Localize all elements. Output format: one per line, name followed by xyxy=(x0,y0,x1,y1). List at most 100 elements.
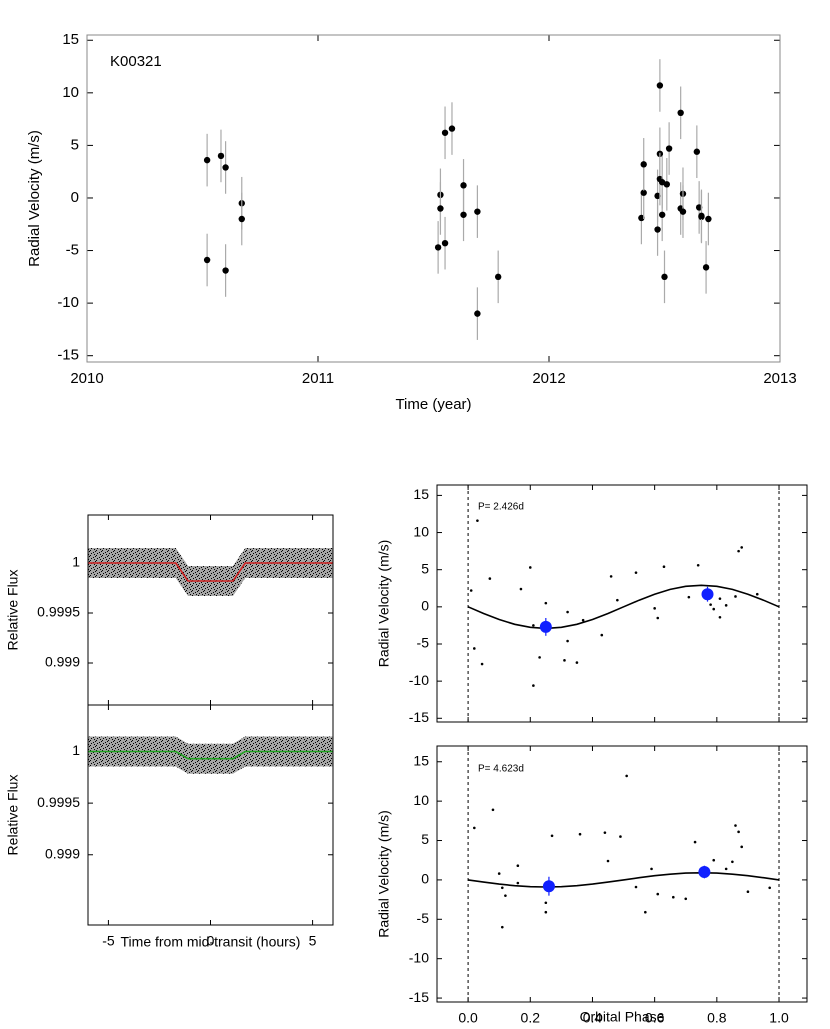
data-dot xyxy=(768,886,771,890)
data-point xyxy=(661,273,668,281)
flux-noise-band xyxy=(88,548,333,596)
data-point xyxy=(222,267,229,274)
y-tick-label: 15 xyxy=(62,31,79,48)
flux-noise-texture xyxy=(88,736,333,774)
model-curve xyxy=(88,750,333,760)
y-tick-label: 0.999 xyxy=(45,654,80,670)
data-point xyxy=(654,226,661,233)
annotation: P= 2.426d xyxy=(478,502,524,513)
data-dot xyxy=(737,549,740,553)
data-point xyxy=(656,82,664,89)
data-point xyxy=(474,310,481,317)
data-dot xyxy=(712,607,716,611)
data-dot xyxy=(538,656,541,659)
data-dot xyxy=(473,647,476,650)
data-point xyxy=(474,208,481,215)
data-point xyxy=(539,620,552,633)
data-dot xyxy=(696,563,700,567)
data-dot xyxy=(737,830,740,834)
data-dot xyxy=(581,618,585,622)
x-tick-label: 0.6 xyxy=(645,1010,665,1026)
x-tick-label: 0 xyxy=(207,933,215,949)
x-tick-label: 0.2 xyxy=(521,1010,541,1026)
y-tick-label: 0 xyxy=(71,189,79,206)
data-point xyxy=(665,145,673,152)
y-axis-label: Relative Flux xyxy=(5,775,21,856)
x-tick-label: 2013 xyxy=(763,370,796,387)
data-dot xyxy=(724,604,728,607)
data-point xyxy=(693,148,701,155)
data-point xyxy=(441,239,449,247)
data-dot xyxy=(504,894,507,897)
y-tick-label: -15 xyxy=(409,989,429,1005)
y-tick-label: 0.9995 xyxy=(37,604,80,620)
data-point xyxy=(448,125,456,132)
x-tick-label: 0.8 xyxy=(707,1010,727,1026)
data-dot xyxy=(718,615,722,619)
data-dot xyxy=(563,659,566,662)
y-axis-label: Radial Velocity (m/s) xyxy=(376,810,392,938)
plot-frame xyxy=(436,745,808,1003)
data-point xyxy=(203,256,211,264)
data-point xyxy=(434,244,442,251)
plot-frame xyxy=(436,484,808,723)
y-tick-label: 5 xyxy=(421,560,429,576)
data-dot xyxy=(609,575,613,578)
data-dot xyxy=(600,633,604,637)
annotation: P= 4.623d xyxy=(478,764,524,775)
data-point xyxy=(640,189,647,196)
x-tick-label: 5 xyxy=(309,933,317,949)
data-dot xyxy=(740,546,744,549)
x-axis-label: Time (year) xyxy=(395,396,471,413)
x-tick-label: 0.4 xyxy=(583,1010,603,1026)
data-dot xyxy=(687,595,691,599)
data-dot xyxy=(469,589,473,592)
data-point xyxy=(638,214,645,222)
x-axis-label: Orbital Phase xyxy=(580,1009,665,1025)
data-point xyxy=(217,152,225,160)
y-tick-label: -5 xyxy=(66,242,79,259)
model-curve xyxy=(88,562,333,582)
data-dot xyxy=(544,910,548,914)
y-tick-label: -15 xyxy=(57,347,79,364)
x-tick-label: -5 xyxy=(102,933,115,949)
x-tick-label: 2011 xyxy=(302,370,334,387)
data-point xyxy=(698,212,705,220)
plot-frame xyxy=(87,514,334,706)
data-point xyxy=(437,205,444,212)
y-tick-label: 15 xyxy=(413,486,429,502)
y-tick-label: 1 xyxy=(72,742,80,758)
data-point xyxy=(679,208,687,215)
data-point xyxy=(441,129,449,136)
data-dot xyxy=(566,639,569,643)
flux-noise-texture xyxy=(88,548,333,596)
data-dot xyxy=(746,890,750,894)
data-dot xyxy=(532,624,535,627)
data-dot xyxy=(544,601,548,605)
y-axis-label: Relative Flux xyxy=(5,570,21,651)
data-dot xyxy=(544,901,548,905)
data-dot xyxy=(476,519,479,522)
data-point xyxy=(698,866,711,879)
y-tick-label: 10 xyxy=(413,523,429,539)
y-tick-label: 10 xyxy=(413,792,429,808)
y-tick-label: 0.999 xyxy=(45,845,80,861)
data-point xyxy=(677,109,684,117)
data-dot xyxy=(519,587,523,591)
data-dot xyxy=(603,831,607,834)
data-dot xyxy=(740,845,744,849)
data-dot xyxy=(516,864,520,868)
data-dot xyxy=(650,867,653,871)
data-point xyxy=(658,211,666,218)
data-point xyxy=(542,880,555,893)
data-dot xyxy=(566,610,569,614)
x-tick-label: 1.0 xyxy=(769,1010,789,1026)
data-dot xyxy=(672,895,675,899)
data-dot xyxy=(488,577,492,580)
data-dot xyxy=(656,892,660,896)
data-dot xyxy=(755,592,759,596)
data-dot xyxy=(734,824,737,827)
data-dot xyxy=(644,910,647,914)
flux-noise-band xyxy=(88,736,333,774)
y-tick-label: -15 xyxy=(409,709,429,725)
